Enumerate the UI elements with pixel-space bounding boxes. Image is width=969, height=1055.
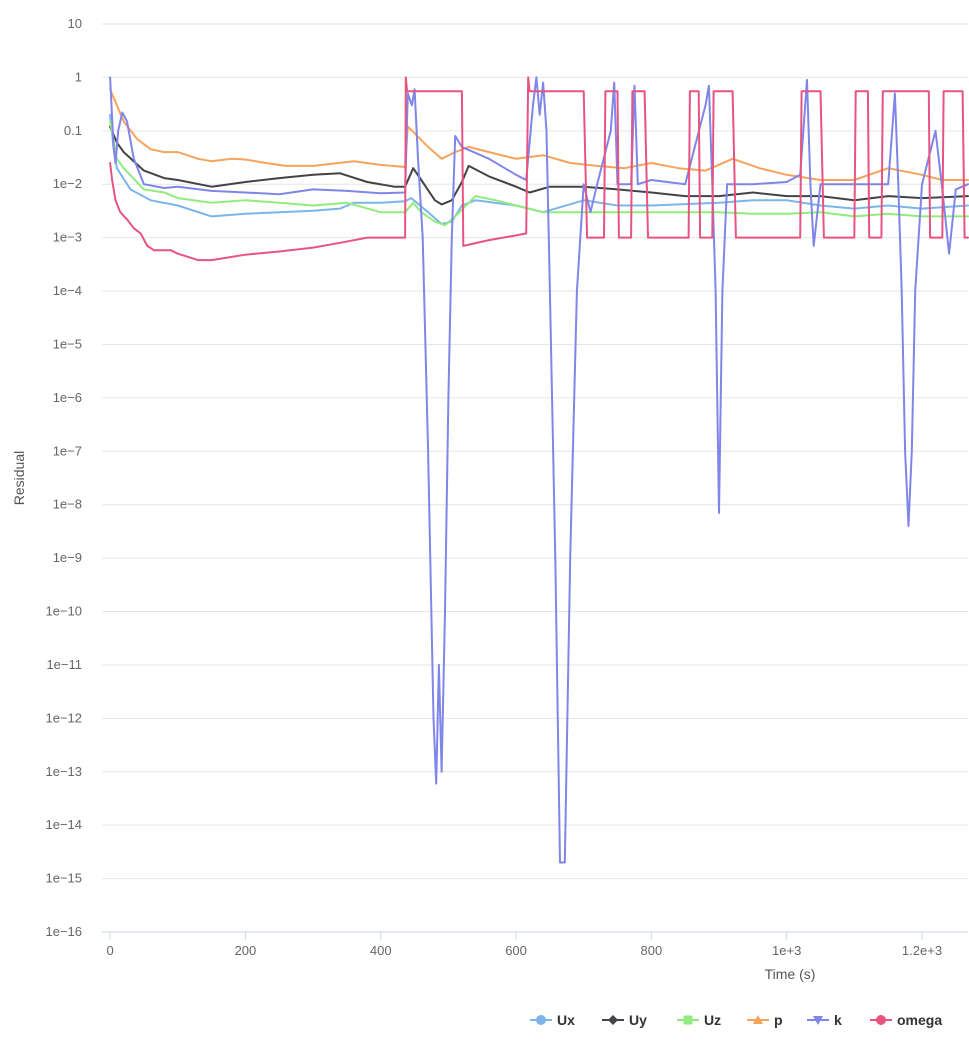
- x-tick-label: 400: [370, 943, 392, 958]
- legend-marker: [753, 1015, 763, 1024]
- x-axis: 0 200 400 600 800 1e+3 1.2e+3: [102, 931, 968, 958]
- y-tick-label: 1e−9: [53, 550, 82, 565]
- x-tick-label: 1e+3: [772, 943, 801, 958]
- x-tick-label: 0: [107, 943, 114, 958]
- x-tick-label: 600: [505, 943, 527, 958]
- y-tick-label: 10: [68, 16, 82, 31]
- x-tick-label: 200: [235, 943, 257, 958]
- y-tick-label: 1e−3: [53, 230, 82, 245]
- y-tick-label: 1e−8: [53, 497, 82, 512]
- series-line-uz: [109, 120, 969, 227]
- legend-item-uy[interactable]: Uy: [602, 1012, 647, 1028]
- legend-label: p: [774, 1012, 783, 1028]
- y-axis-title: Residual: [11, 451, 27, 505]
- y-tick-label: 1e−5: [53, 336, 82, 351]
- series-line-k: [109, 76, 969, 864]
- legend-label: k: [834, 1012, 842, 1028]
- y-tick-label: 1e−13: [45, 764, 82, 779]
- y-tick-label: 1e−7: [53, 443, 82, 458]
- y-tick-label: 1e−15: [45, 871, 82, 886]
- legend-label: Uy: [629, 1012, 647, 1028]
- legend-item-k[interactable]: k: [807, 1012, 842, 1028]
- series-line-p: [109, 88, 969, 181]
- y-axis: 10 1 0.1 1e−2 1e−3 1e−4 1e−5 1e−6 1e−7 1e−8 1e−9 1e…: [45, 16, 82, 939]
- x-axis-title: Time (s): [765, 966, 816, 982]
- legend-label: omega: [897, 1012, 942, 1028]
- y-tick-label: 0.1: [64, 123, 82, 138]
- legend-item-omega[interactable]: omega: [870, 1012, 942, 1028]
- y-tick-label: 1e−11: [46, 657, 82, 672]
- x-tick-label: 1.2e+3: [902, 943, 942, 958]
- legend-marker: [813, 1016, 823, 1025]
- y-tick-label: 1e−16: [45, 924, 82, 939]
- series-line-uy: [109, 125, 969, 206]
- legend-marker: [683, 1015, 693, 1025]
- legend-marker: [608, 1015, 618, 1025]
- y-tick-label: 1e−6: [53, 390, 82, 405]
- legend-item-uz[interactable]: Uz: [677, 1012, 721, 1028]
- legend-label: Ux: [557, 1012, 575, 1028]
- y-tick-label: 1e−12: [45, 710, 82, 725]
- legend-item-p[interactable]: p: [747, 1012, 783, 1028]
- y-tick-label: 1e−4: [53, 283, 82, 298]
- legend-label: Uz: [704, 1012, 721, 1028]
- series-line-omega: [109, 76, 969, 262]
- y-tick-label: 1e−10: [45, 604, 82, 619]
- y-tick-label: 1e−2: [53, 176, 82, 191]
- legend-marker: [536, 1015, 546, 1025]
- legend-marker: [876, 1015, 886, 1025]
- series-lines: [109, 76, 969, 864]
- y-tick-label: 1e−14: [45, 817, 82, 832]
- y-tick-label: 1: [75, 69, 82, 84]
- legend: Ux Uy Uz p k omega: [530, 1012, 942, 1028]
- x-tick-label: 800: [641, 943, 663, 958]
- legend-item-ux[interactable]: Ux: [530, 1012, 575, 1028]
- grid-lines: [102, 23, 968, 933]
